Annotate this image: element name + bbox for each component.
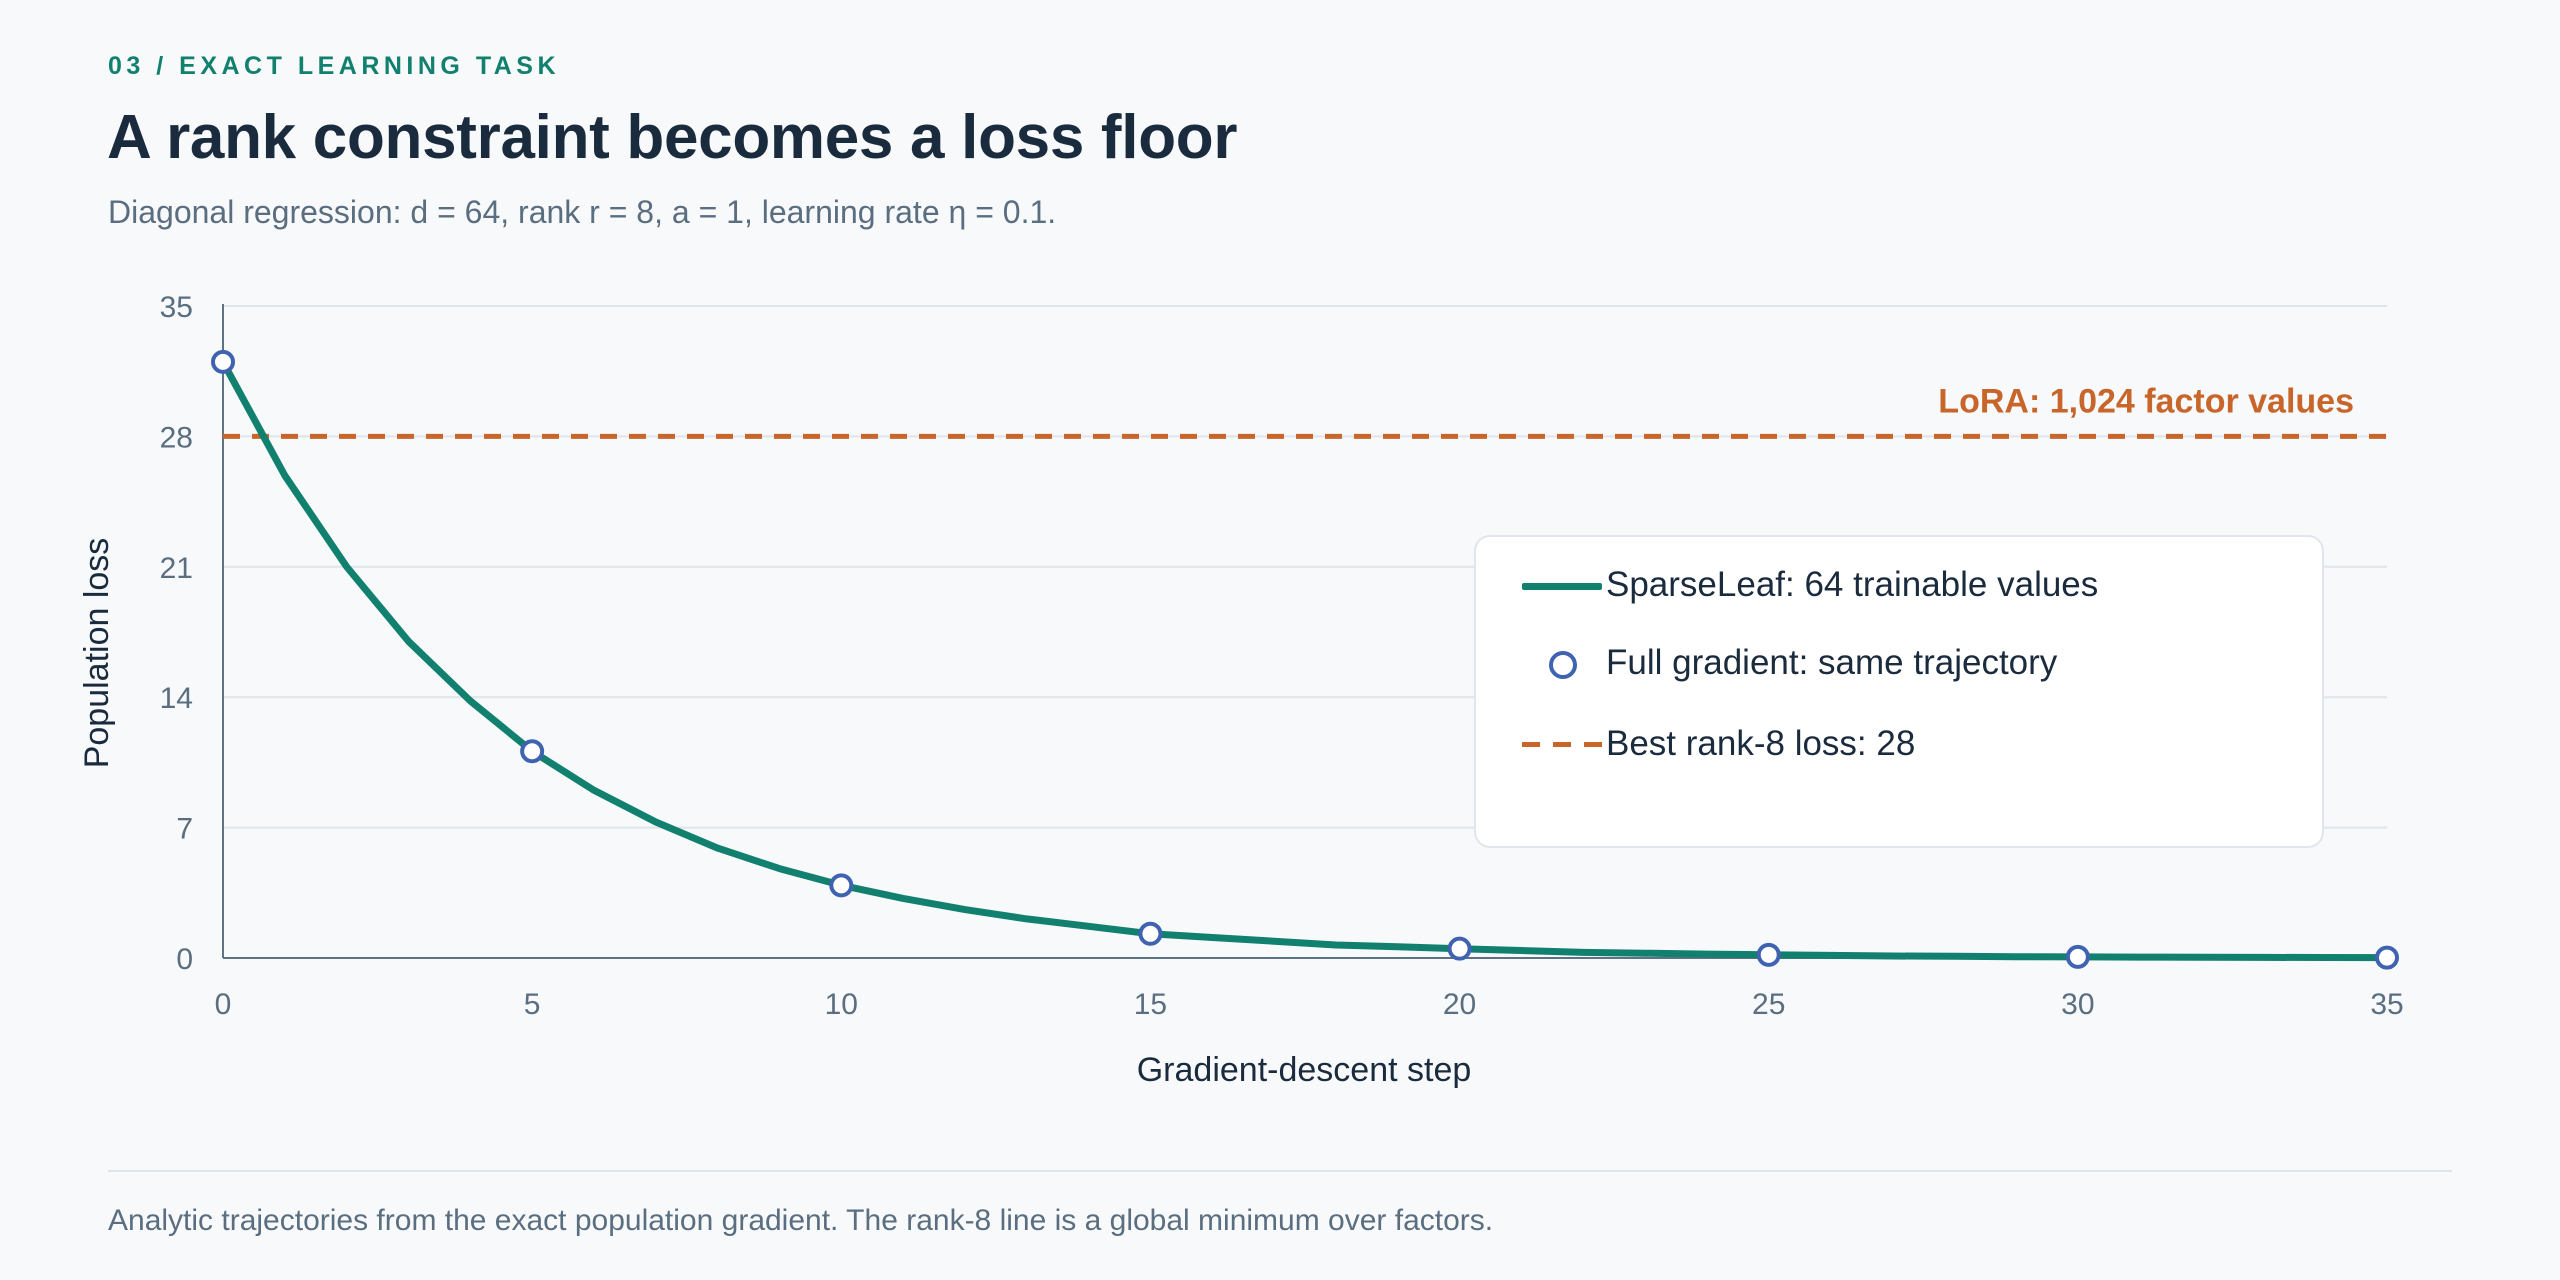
y-tick-label: 28 xyxy=(160,421,193,454)
full-gradient-marker xyxy=(1138,921,1163,946)
y-tick-label: 0 xyxy=(176,943,193,976)
x-tick-label: 0 xyxy=(215,988,232,1021)
dashed-line-icon xyxy=(1522,742,1602,747)
footer-note: Analytic trajectories from the exact pop… xyxy=(108,1204,1494,1237)
eyebrow-label: 03 / EXACT LEARNING TASK xyxy=(108,52,561,80)
full-gradient-marker xyxy=(520,739,545,764)
full-gradient-marker xyxy=(211,349,235,374)
y-tick-label: 21 xyxy=(160,552,193,585)
sparseleaf-line xyxy=(219,358,2391,962)
y-tick-label: 7 xyxy=(176,813,193,846)
x-tick-label: 5 xyxy=(524,988,541,1021)
x-tick-label: 35 xyxy=(2370,988,2403,1021)
y-tick-label: 14 xyxy=(160,682,193,715)
full-gradient-marker xyxy=(2375,945,2399,970)
legend-label: Best rank-8 loss: 28 xyxy=(1606,724,1916,763)
full-gradient-marker xyxy=(1756,942,1781,967)
solid-line-icon xyxy=(1522,583,1602,590)
legend-item-sparseleaf: SparseLeaf: 64 trainable values xyxy=(1476,560,2322,610)
legend-item-full-gradient: Full gradient: same trajectory xyxy=(1476,638,2322,688)
legend-item-rank8: Best rank-8 loss: 28 xyxy=(1476,719,2322,769)
chart-legend: SparseLeaf: 64 trainable values Full gra… xyxy=(1474,535,2324,848)
y-axis-label: Population loss xyxy=(78,538,116,769)
x-axis-label: Gradient-descent step xyxy=(1137,1051,1472,1089)
legend-label: Full gradient: same trajectory xyxy=(1606,643,2058,682)
lora-annotation: LoRA: 1,024 factor values xyxy=(1938,382,2354,420)
x-tick-label: 15 xyxy=(1134,988,1167,1021)
page-title: A rank constraint becomes a loss floor xyxy=(107,103,1238,172)
footer-divider xyxy=(108,1170,2452,1172)
full-gradient-marker xyxy=(2065,944,2090,969)
full-gradient-marker xyxy=(829,873,854,898)
x-tick-label: 20 xyxy=(1443,988,1476,1021)
page-subtitle: Diagonal regression: d = 64, rank r = 8,… xyxy=(108,194,1057,230)
open-circle-icon xyxy=(1549,651,1577,679)
y-tick-label: 35 xyxy=(160,291,193,324)
x-tick-label: 10 xyxy=(825,988,858,1021)
legend-label: SparseLeaf: 64 trainable values xyxy=(1606,565,2099,604)
x-tick-label: 25 xyxy=(1752,988,1785,1021)
full-gradient-marker xyxy=(1447,936,1472,961)
x-tick-label: 30 xyxy=(2061,988,2094,1021)
